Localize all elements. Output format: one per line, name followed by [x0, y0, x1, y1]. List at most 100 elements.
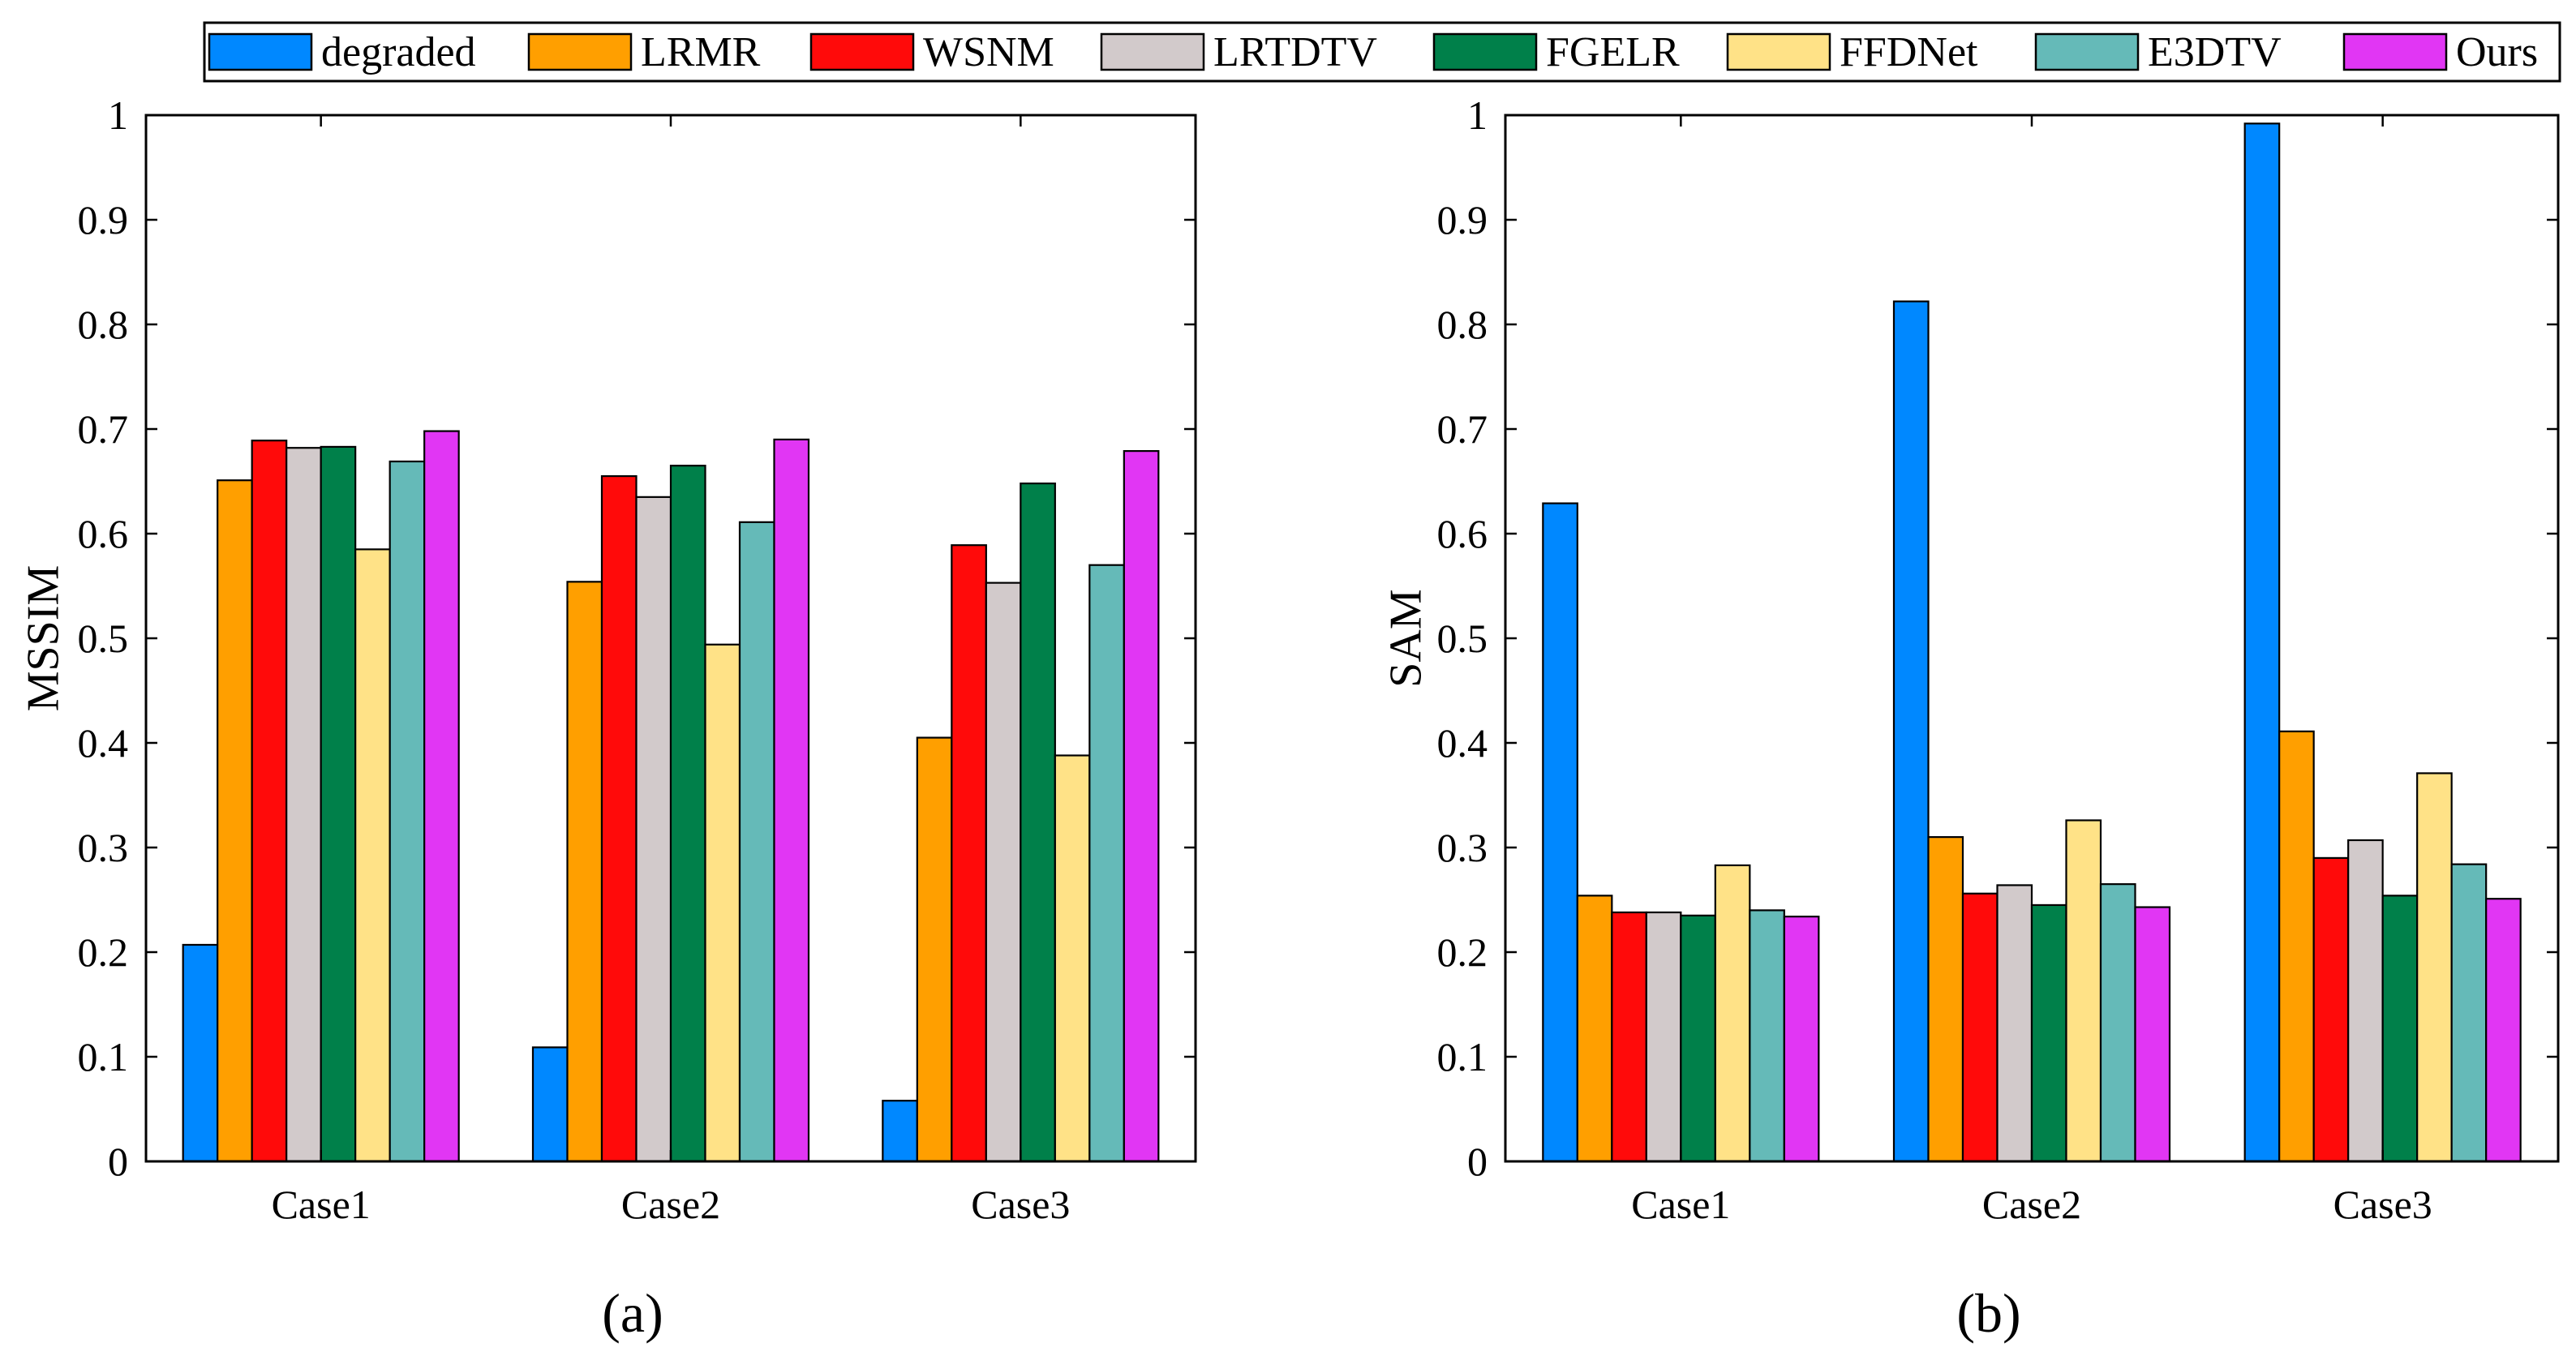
- legend: degraded LRMR WSNM LRTDTV FGELR FFDNet E3DTV Ou…: [203, 21, 2561, 83]
- y-tick-label-a-5: 0.5: [78, 616, 129, 661]
- bar-b-degraded-case3: [2243, 122, 2281, 1163]
- bar-b-wsnm-case1: [1611, 911, 1647, 1163]
- bar-b-fgelr-case2: [2030, 903, 2067, 1163]
- panel-label-a: (a): [602, 1282, 663, 1344]
- bar-b-ours-case1: [1783, 916, 1820, 1163]
- y-tick-label-b-1: 0.1: [1437, 1034, 1488, 1079]
- y-tick-label-a-0: 0: [108, 1139, 128, 1184]
- y-tick-label-b-6: 0.6: [1437, 511, 1488, 556]
- bar-b-lrmr-case3: [2278, 730, 2315, 1163]
- legend-label-degraded: degraded: [321, 29, 476, 75]
- y-tick-label-a-2: 0.2: [78, 929, 129, 975]
- bar-a-degraded-case2: [531, 1046, 569, 1163]
- legend-label-lrtdtv: LRTDTV: [1213, 29, 1377, 75]
- y-axis-title-a: MSSIM: [19, 565, 69, 712]
- bar-b-lrtdtv-case2: [1996, 884, 2033, 1163]
- legend-label-fgelr: FGELR: [1546, 29, 1680, 75]
- bar-a-degraded-case1: [182, 943, 219, 1163]
- y-tick-label-a-10: 1: [108, 92, 128, 138]
- bar-a-e3dtv-case3: [1088, 564, 1125, 1163]
- y-axis-title-b: SAM: [1381, 589, 1432, 687]
- x-tick-label-b-1: Case2: [1982, 1182, 2081, 1227]
- x-tick-label-a-2: Case3: [971, 1182, 1070, 1227]
- bar-a-degraded-case3: [882, 1100, 918, 1163]
- bar-a-fgelr-case3: [1020, 482, 1056, 1163]
- bar-a-ours-case1: [423, 430, 460, 1163]
- bar-a-lrmr-case1: [217, 479, 253, 1163]
- y-tick-label-b-9: 0.9: [1437, 197, 1488, 242]
- bar-a-ours-case3: [1123, 449, 1160, 1163]
- bar-b-fgelr-case1: [1680, 914, 1716, 1163]
- y-tick-label-a-6: 0.6: [78, 511, 129, 556]
- y-tick-label-a-3: 0.3: [78, 825, 129, 870]
- bar-a-wsnm-case3: [951, 544, 987, 1163]
- legend-swatch-wsnm: [809, 32, 915, 71]
- legend-swatch-lrtdtv: [1100, 32, 1205, 71]
- legend-swatch-lrmr: [527, 32, 633, 71]
- x-tick-label-b-2: Case3: [2333, 1182, 2432, 1227]
- bar-a-e3dtv-case1: [389, 460, 426, 1163]
- panel-b-chart: 0 0.1 0.2 0.3 0.4 0.5 0.6 0.7 0.8 0.9 1 Case1 Case2 C…: [1381, 92, 2560, 1344]
- legend-label-e3dtv: E3DTV: [2148, 29, 2282, 75]
- legend-swatch-ffdnet: [1726, 32, 1831, 71]
- bar-b-lrmr-case2: [1927, 835, 1964, 1163]
- x-tick-label-a-0: Case1: [272, 1182, 371, 1227]
- bar-a-lrmr-case3: [916, 736, 953, 1163]
- bar-b-lrmr-case1: [1576, 895, 1613, 1163]
- bar-b-fgelr-case3: [2381, 895, 2419, 1163]
- bar-b-lrtdtv-case1: [1645, 911, 1682, 1163]
- bar-a-e3dtv-case2: [738, 521, 775, 1163]
- legend-swatch-e3dtv: [2034, 32, 2140, 71]
- y-tick-label-a-8: 0.8: [78, 302, 129, 347]
- bar-b-ffdnet-case1: [1714, 864, 1751, 1163]
- bar-a-ours-case2: [773, 438, 810, 1163]
- y-tick-label-a-9: 0.9: [78, 197, 129, 242]
- legend-label-wsnm: WSNM: [923, 29, 1054, 75]
- bar-a-lrmr-case2: [566, 581, 603, 1163]
- plot-frame-b: [1504, 114, 2560, 1163]
- bar-b-wsnm-case3: [2312, 856, 2350, 1163]
- legend-label-ffdnet: FFDNet: [1840, 29, 1978, 75]
- bar-b-ours-case3: [2485, 898, 2522, 1163]
- panel-a-chart: 0 0.1 0.2 0.3 0.4 0.5 0.6 0.7 0.8 0.9 1 Case1 Case2 C…: [19, 92, 1197, 1344]
- y-tick-label-b-2: 0.2: [1437, 929, 1488, 975]
- legend-label-ours: Ours: [2456, 29, 2538, 75]
- y-tick-label-b-0: 0: [1467, 1139, 1488, 1184]
- legend-swatch-fgelr: [1432, 32, 1538, 71]
- bar-b-ours-case2: [2134, 906, 2171, 1163]
- x-tick-label-a-1: Case2: [621, 1182, 720, 1227]
- bar-b-e3dtv-case3: [2450, 863, 2488, 1163]
- bar-a-lrtdtv-case2: [635, 496, 672, 1163]
- y-tick-label-b-10: 1: [1467, 92, 1488, 138]
- bar-a-lrtdtv-case3: [985, 582, 1022, 1163]
- y-tick-label-a-1: 0.1: [78, 1034, 129, 1079]
- y-tick-label-a-4: 0.4: [78, 720, 129, 766]
- bar-a-ffdnet-case3: [1054, 754, 1091, 1163]
- panel-label-b: (b): [1956, 1282, 2020, 1344]
- y-tick-label-b-7: 0.7: [1437, 406, 1488, 452]
- bar-a-ffdnet-case2: [704, 643, 741, 1163]
- bar-b-lrtdtv-case3: [2347, 839, 2384, 1163]
- x-tick-label-b-0: Case1: [1631, 1182, 1730, 1227]
- y-tick-label-b-8: 0.8: [1437, 302, 1488, 347]
- legend-label-lrmr: LRMR: [641, 29, 761, 75]
- plot-frame-a: [144, 114, 1197, 1163]
- bar-b-ffdnet-case3: [2416, 772, 2453, 1163]
- y-tick-label-b-4: 0.4: [1437, 720, 1488, 766]
- bar-b-e3dtv-case1: [1749, 909, 1785, 1163]
- bar-b-wsnm-case2: [1961, 892, 1999, 1163]
- legend-swatch-degraded: [208, 32, 313, 71]
- legend-swatch-ours: [2342, 32, 2448, 71]
- bar-b-e3dtv-case2: [2099, 883, 2136, 1163]
- bar-a-ffdnet-case1: [354, 548, 391, 1163]
- bar-a-wsnm-case1: [251, 440, 288, 1163]
- bar-b-ffdnet-case2: [2065, 819, 2102, 1163]
- y-tick-label-b-3: 0.3: [1437, 825, 1488, 870]
- bar-a-lrtdtv-case1: [286, 447, 322, 1163]
- bar-a-fgelr-case1: [320, 445, 357, 1163]
- y-tick-label-a-7: 0.7: [78, 406, 129, 452]
- bar-b-degraded-case1: [1542, 502, 1578, 1163]
- bar-a-fgelr-case2: [669, 465, 706, 1163]
- bar-a-wsnm-case2: [600, 474, 638, 1163]
